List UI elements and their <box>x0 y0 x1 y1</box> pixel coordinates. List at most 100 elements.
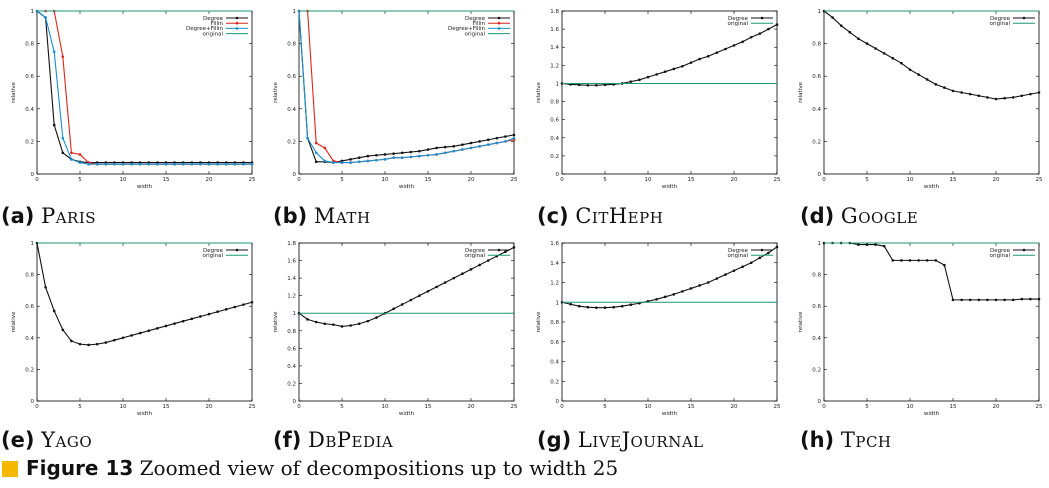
y-tick-label: 0.8 <box>812 273 821 279</box>
data-point-degree <box>638 78 641 82</box>
data-point-degree-fillin <box>156 162 159 166</box>
series-line-degree <box>561 246 778 309</box>
data-point-degree-fillin <box>95 162 99 166</box>
data-point-degree <box>891 56 895 60</box>
x-tick-label: 20 <box>206 404 213 410</box>
subcaption-name: Math <box>313 204 371 228</box>
data-point-degree <box>681 64 684 68</box>
data-point-degree <box>577 83 581 87</box>
y-tick-label: 0 <box>556 172 560 178</box>
y-tick-label: 1.6 <box>550 241 559 247</box>
data-point-degree-fillin <box>409 155 413 159</box>
legend-entry-degree: Degree <box>728 16 749 22</box>
figure-text: Zoomed view of decompositions up to widt… <box>139 456 619 480</box>
data-point-degree <box>960 298 963 302</box>
data-point-degree-fillin <box>147 162 151 166</box>
data-point-degree <box>61 328 65 332</box>
y-tick-label: 1 <box>556 300 560 306</box>
y-tick-label: 0.4 <box>25 107 34 113</box>
legend-entry-degree: Degree <box>990 248 1011 254</box>
subcaption-name: Paris <box>41 204 97 228</box>
x-tick-label: 15 <box>950 404 957 410</box>
y-axis-label: relative <box>798 82 804 103</box>
subcaption-dbpedia: (f) DbPedia <box>273 428 393 452</box>
y-axis-label: relative <box>11 82 17 103</box>
plot-frame <box>823 10 1040 175</box>
legend-marker-degree <box>1022 248 1026 252</box>
data-point-degree <box>383 153 387 156</box>
data-point-degree-fillin <box>357 160 361 164</box>
data-point-degree <box>943 263 946 267</box>
subcaption-label: (b) <box>273 204 308 228</box>
plot-frame <box>36 242 253 402</box>
legend-marker-fillin <box>497 21 501 25</box>
legend-marker-degree <box>235 16 239 20</box>
x-tick-label: 10 <box>120 177 127 183</box>
y-tick-label: 1.2 <box>550 63 559 69</box>
data-point-degree <box>1037 91 1041 94</box>
y-tick-label: 0.6 <box>550 340 559 346</box>
y-axis-label: relative <box>798 311 804 332</box>
data-point-degree <box>831 16 834 19</box>
y-tick-label: 0 <box>556 399 560 405</box>
y-axis-label: relative <box>536 82 542 103</box>
data-point-degree <box>857 37 860 41</box>
series-line-degree-fillin <box>298 10 515 164</box>
data-point-degree <box>486 259 490 262</box>
series-line-degree-fillin <box>36 10 252 165</box>
y-tick-label: 0.6 <box>812 304 821 310</box>
data-point-degree <box>767 27 770 31</box>
y-tick-label: 0.2 <box>550 379 559 385</box>
data-point-degree <box>512 246 516 249</box>
y-tick-label: 1 <box>31 241 35 247</box>
data-point-degree <box>986 96 989 99</box>
y-tick-label: 0 <box>31 172 35 178</box>
data-point-degree <box>349 324 352 327</box>
legend-entry-fillin: Fillin <box>473 21 486 27</box>
data-point-degree <box>603 83 607 87</box>
x-tick-label: 20 <box>468 404 475 410</box>
data-point-degree <box>478 263 481 267</box>
subcaption-google: (d) Google <box>800 204 918 228</box>
x-tick-label: 25 <box>1036 404 1043 410</box>
legend-marker-degree-fillin <box>235 27 239 30</box>
x-axis-label: width <box>924 184 940 190</box>
data-point-degree <box>732 269 736 272</box>
y-tick-label: 0 <box>818 399 822 405</box>
data-point-degree-fillin <box>113 162 116 166</box>
data-point-degree <box>452 144 456 148</box>
x-tick-label: 0 <box>35 404 39 410</box>
series-line-degree <box>561 24 778 86</box>
x-tick-label: 0 <box>297 404 301 410</box>
data-point-degree <box>392 307 395 311</box>
data-point-degree <box>977 298 981 302</box>
data-point-degree-fillin <box>173 162 176 166</box>
y-tick-label: 1.2 <box>287 294 296 300</box>
x-axis-label: width <box>662 184 678 190</box>
x-axis-label: width <box>662 411 678 417</box>
subcaption-name: LiveJournal <box>577 428 704 452</box>
subcaption-label: (c) <box>537 204 569 228</box>
data-point-degree-fillin <box>250 162 254 166</box>
data-point-degree <box>908 68 912 71</box>
data-point-degree <box>655 297 658 301</box>
y-tick-label: 0.8 <box>287 42 296 48</box>
legend-entry-degree: Degree <box>990 16 1011 22</box>
data-point-degree <box>891 259 895 262</box>
data-point-degree <box>577 304 581 308</box>
data-point-degree <box>130 334 133 337</box>
legend-entry-degree: Degree <box>465 16 486 22</box>
data-point-degree <box>156 327 159 330</box>
y-tick-label: 0.4 <box>550 136 559 142</box>
x-tick-label: 15 <box>163 177 170 183</box>
data-point-degree <box>332 323 335 326</box>
subcaption-citheph: (c) CitHeph <box>537 204 663 228</box>
x-tick-label: 10 <box>907 404 914 410</box>
data-point-degree <box>78 342 82 346</box>
y-tick-label: 0 <box>293 399 297 405</box>
data-point-degree <box>426 289 430 293</box>
x-tick-label: 20 <box>731 177 738 183</box>
legend-entry-degree-fillin: Degree+Fillin <box>448 26 486 32</box>
y-tick-label: 1.4 <box>550 45 559 51</box>
x-tick-label: 0 <box>822 177 826 183</box>
